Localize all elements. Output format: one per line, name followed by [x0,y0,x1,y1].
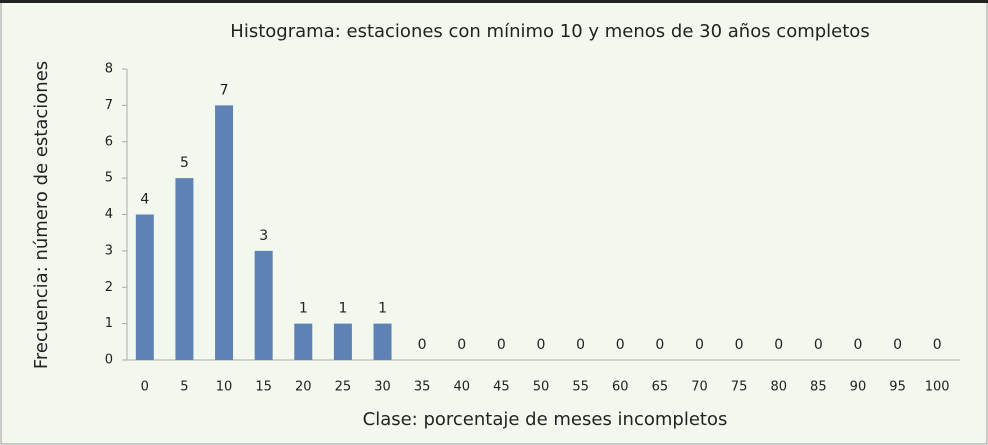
y-tick-label: 1 [105,316,113,331]
x-tick-label: 30 [374,380,391,395]
data-label: 0 [457,337,466,353]
x-tick-label: 75 [731,380,748,395]
data-label: 0 [853,337,862,353]
x-tick-label: 50 [533,380,550,395]
data-label: 0 [537,337,546,353]
y-tick-label: 0 [105,353,113,368]
x-tick-label: 65 [652,380,669,395]
x-tick-label: 10 [216,380,233,395]
x-axis-label: Clase: porcentaje de meses incompletos [363,409,728,430]
x-tick-label: 100 [925,380,950,395]
x-tick-label: 95 [889,380,906,395]
data-label: 0 [576,337,585,353]
data-label: 0 [418,337,427,353]
x-tick-label: 0 [141,380,149,395]
y-tick-label: 3 [105,243,113,258]
x-tick-label: 70 [691,380,708,395]
data-label: 0 [616,337,625,353]
bar [294,323,313,360]
y-tick-label: 2 [105,280,113,295]
x-tick-label: 85 [810,380,827,395]
bar [254,250,273,360]
data-label: 0 [695,337,704,353]
y-tick-label: 5 [105,171,113,186]
x-tick-label: 5 [180,380,188,395]
bar [135,214,154,360]
data-label: 0 [497,337,506,353]
chart-title: Histograma: estaciones con mínimo 10 y m… [230,21,869,42]
bar [373,323,392,360]
x-tick-label: 45 [493,380,510,395]
data-label: 1 [299,301,308,317]
data-label: 0 [814,337,823,353]
x-tick-label: 55 [572,380,589,395]
x-tick-label: 25 [335,380,352,395]
bar [215,105,234,360]
bar [175,178,194,360]
x-tick-label: 20 [295,380,312,395]
y-tick-label: 8 [105,62,113,77]
data-label: 7 [220,82,229,98]
data-label: 0 [735,337,744,353]
data-label: 1 [338,301,347,317]
data-label: 1 [378,301,387,317]
y-tick-label: 6 [105,134,113,149]
data-label: 0 [774,337,783,353]
data-label: 0 [655,337,664,353]
data-label: 3 [259,228,268,244]
data-label: 5 [180,155,189,171]
y-tick-label: 4 [105,207,113,222]
x-tick-label: 60 [612,380,629,395]
y-tick-label: 7 [105,98,113,113]
data-label: 0 [893,337,902,353]
y-axis-label: Frecuencia: número de estaciones [31,61,52,369]
x-tick-label: 80 [770,380,787,395]
data-label: 0 [933,337,942,353]
data-label: 4 [140,192,149,208]
x-tick-label: 90 [850,380,867,395]
bar [333,323,352,360]
x-tick-label: 15 [255,380,272,395]
x-tick-label: 35 [414,380,431,395]
x-tick-label: 40 [453,380,470,395]
